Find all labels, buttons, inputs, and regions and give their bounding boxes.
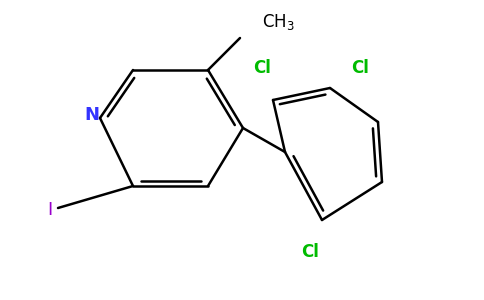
Text: I: I xyxy=(47,201,53,219)
Text: Cl: Cl xyxy=(351,59,369,77)
Text: CH$_3$: CH$_3$ xyxy=(262,12,294,32)
Text: N: N xyxy=(85,106,100,124)
Text: Cl: Cl xyxy=(301,243,319,261)
Text: Cl: Cl xyxy=(253,59,271,77)
